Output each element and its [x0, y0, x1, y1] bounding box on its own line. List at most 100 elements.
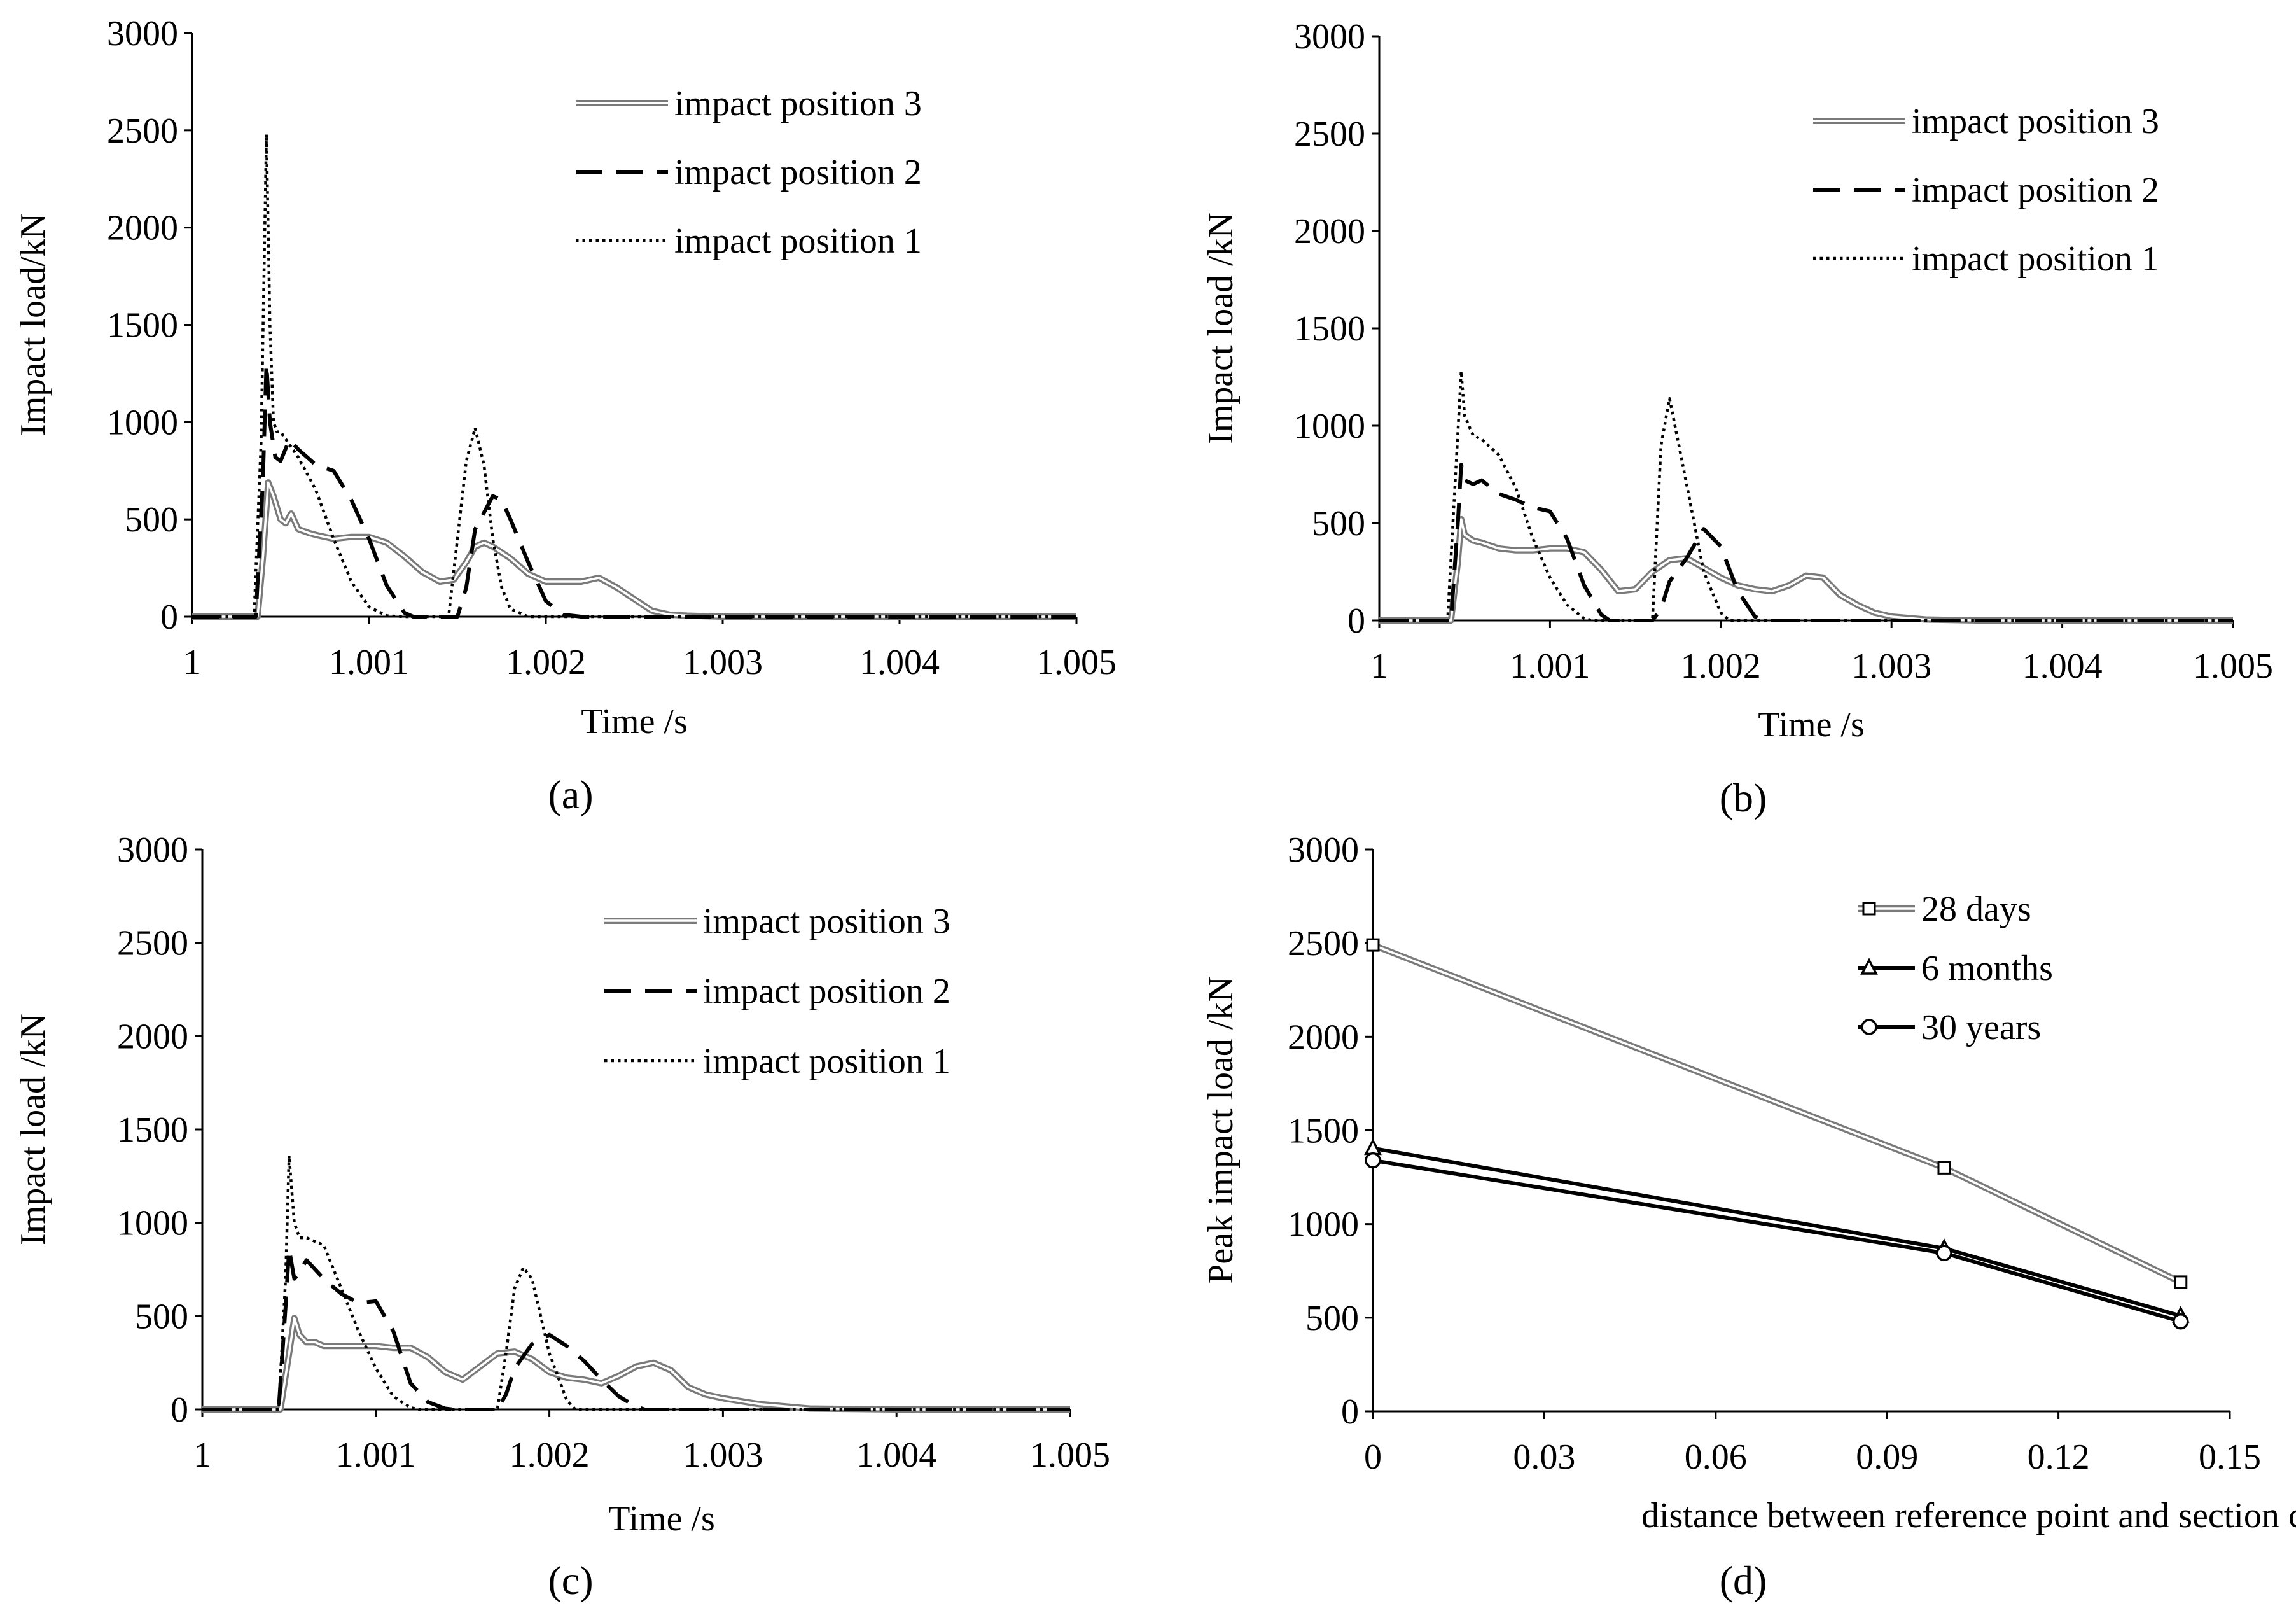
series-impact-position-3 [202, 1315, 1070, 1413]
legend-label: 6 months [1921, 949, 2053, 988]
series-30-years [1365, 1152, 2189, 1330]
data-point [1365, 1152, 1381, 1169]
x-tick-label: 1 [193, 1436, 211, 1475]
x-tick-label: 1.002 [506, 643, 586, 682]
legend-label: impact position 1 [674, 221, 922, 261]
y-tick-label: 500 [1305, 1299, 1359, 1338]
legend-marker [1860, 958, 1878, 975]
series-line [192, 479, 1076, 620]
x-tick-label: 1.001 [329, 643, 409, 682]
y-tick-label: 0 [1341, 1392, 1359, 1432]
x-tick-label: 1 [1370, 647, 1388, 686]
series-line [192, 481, 1076, 618]
legend-label: impact position 3 [703, 902, 950, 941]
x-tick-label: 1.002 [1681, 647, 1761, 686]
y-tick-label: 1500 [117, 1110, 188, 1150]
series-impact-position-1 [192, 132, 1076, 619]
series-line [1379, 463, 2233, 622]
y-axis-label: Impact load/kN [13, 213, 53, 436]
x-tick-label: 0.09 [1856, 1437, 1918, 1477]
y-tick-label: 500 [1312, 504, 1365, 543]
y-axis-label: Impact load /kN [1201, 213, 1241, 444]
y-tick-label: 2500 [117, 924, 188, 963]
x-tick-label: 0.15 [2199, 1437, 2261, 1477]
chart-panel-d: 0 500 1000 1500 2000 2500 3000 0 0.03 0.06 0.09 0.1… [1201, 830, 2296, 1603]
x-axis-label: Time /s [1758, 705, 1865, 745]
y-tick-label: 1500 [1288, 1112, 1359, 1151]
x-tick-label: 1.005 [1036, 643, 1117, 682]
series-line [1372, 1146, 2181, 1318]
y-tick-label: 3000 [107, 14, 178, 53]
legend-label: impact position 2 [674, 153, 922, 192]
y-tick-label: 1500 [107, 306, 178, 346]
legend-label: impact position 3 [674, 84, 922, 123]
data-point [1936, 1245, 1952, 1262]
x-tick-label: 1.004 [2022, 647, 2103, 686]
x-tick-label: 1.001 [336, 1436, 416, 1475]
x-tick-label: 1.004 [859, 643, 940, 682]
x-tick-label: 0.12 [2028, 1437, 2090, 1477]
y-tick-label: 3000 [1288, 830, 1359, 870]
x-tick-label: 1.003 [683, 1436, 763, 1475]
y-tick-label: 1000 [1294, 407, 1365, 446]
data-point [1366, 938, 1380, 952]
chart-panel-a: 0 500 1000 1500 2000 2500 3000 1 1.001 1.002 1.003… [13, 14, 1117, 817]
y-tick-label: 3000 [117, 830, 188, 870]
chart-panel-c: 0 500 1000 1500 2000 2500 3000 1 1.001 1.002 1.003… [13, 830, 1110, 1603]
series-impact-position-2 [192, 361, 1076, 619]
data-point [2174, 1275, 2188, 1289]
legend-marker [1861, 1019, 1877, 1035]
series-line [1379, 515, 2233, 624]
series-line [1372, 1158, 2181, 1324]
y-tick-label: 3000 [1294, 17, 1365, 57]
y-axis-label: Peak impact load /kN [1201, 976, 1241, 1284]
x-axis-label: Time /s [608, 1499, 715, 1539]
y-tick-label: 0 [1347, 601, 1365, 641]
series-line [1372, 942, 2182, 1285]
series-line [202, 1317, 1070, 1411]
data-point [1937, 1161, 1951, 1175]
series-impact-position-2 [202, 1247, 1070, 1411]
y-tick-label: 2000 [1294, 212, 1365, 251]
legend-label: impact position 2 [1912, 171, 2159, 210]
y-tick-label: 2000 [1288, 1017, 1359, 1057]
series-impact-position-3 [192, 479, 1076, 620]
panel-caption: (a) [548, 772, 593, 817]
legend-marker [1862, 902, 1876, 916]
series-line [192, 361, 1076, 619]
y-tick-label: 500 [125, 500, 178, 540]
x-tick-label: 1.001 [1510, 647, 1590, 686]
x-tick-label: 1.002 [510, 1436, 590, 1475]
x-tick-label: 0.03 [1513, 1437, 1575, 1477]
series-line [202, 1154, 1070, 1411]
x-tick-label: 1.003 [1851, 647, 1931, 686]
series-impact-position-3 [1379, 515, 2233, 624]
y-tick-label: 2000 [117, 1017, 188, 1056]
x-axis-label: distance between reference point and sec… [1641, 1496, 2296, 1535]
y-tick-label: 2500 [1288, 924, 1359, 963]
y-tick-label: 0 [170, 1390, 188, 1430]
series-line [192, 132, 1076, 619]
y-tick-label: 2500 [107, 111, 178, 151]
legend-label: impact position 1 [1912, 239, 2159, 279]
y-tick-label: 2000 [107, 209, 178, 248]
series-line [1379, 518, 2233, 622]
chart-panel-b: 0 500 1000 1500 2000 2500 3000 1 1.001 1.002 1.003… [1201, 17, 2273, 820]
y-tick-label: 1000 [117, 1204, 188, 1243]
legend-label: impact position 3 [1912, 102, 2159, 141]
x-tick-label: 0.06 [1685, 1437, 1747, 1477]
legend-label: impact position 2 [703, 972, 950, 1011]
y-tick-label: 500 [135, 1297, 188, 1336]
series-28-days [1366, 938, 2188, 1289]
y-tick-label: 1000 [107, 403, 178, 442]
panel-caption: (d) [1720, 1558, 1767, 1603]
x-tick-label: 1 [183, 643, 201, 682]
y-tick-label: 2500 [1294, 115, 1365, 154]
y-tick-label: 1500 [1294, 309, 1365, 349]
x-tick-label: 1.005 [2193, 647, 2273, 686]
y-tick-label: 1000 [1288, 1205, 1359, 1245]
series-line [202, 1315, 1070, 1413]
y-tick-label: 0 [160, 598, 178, 637]
legend-label: 30 years [1921, 1008, 2041, 1047]
